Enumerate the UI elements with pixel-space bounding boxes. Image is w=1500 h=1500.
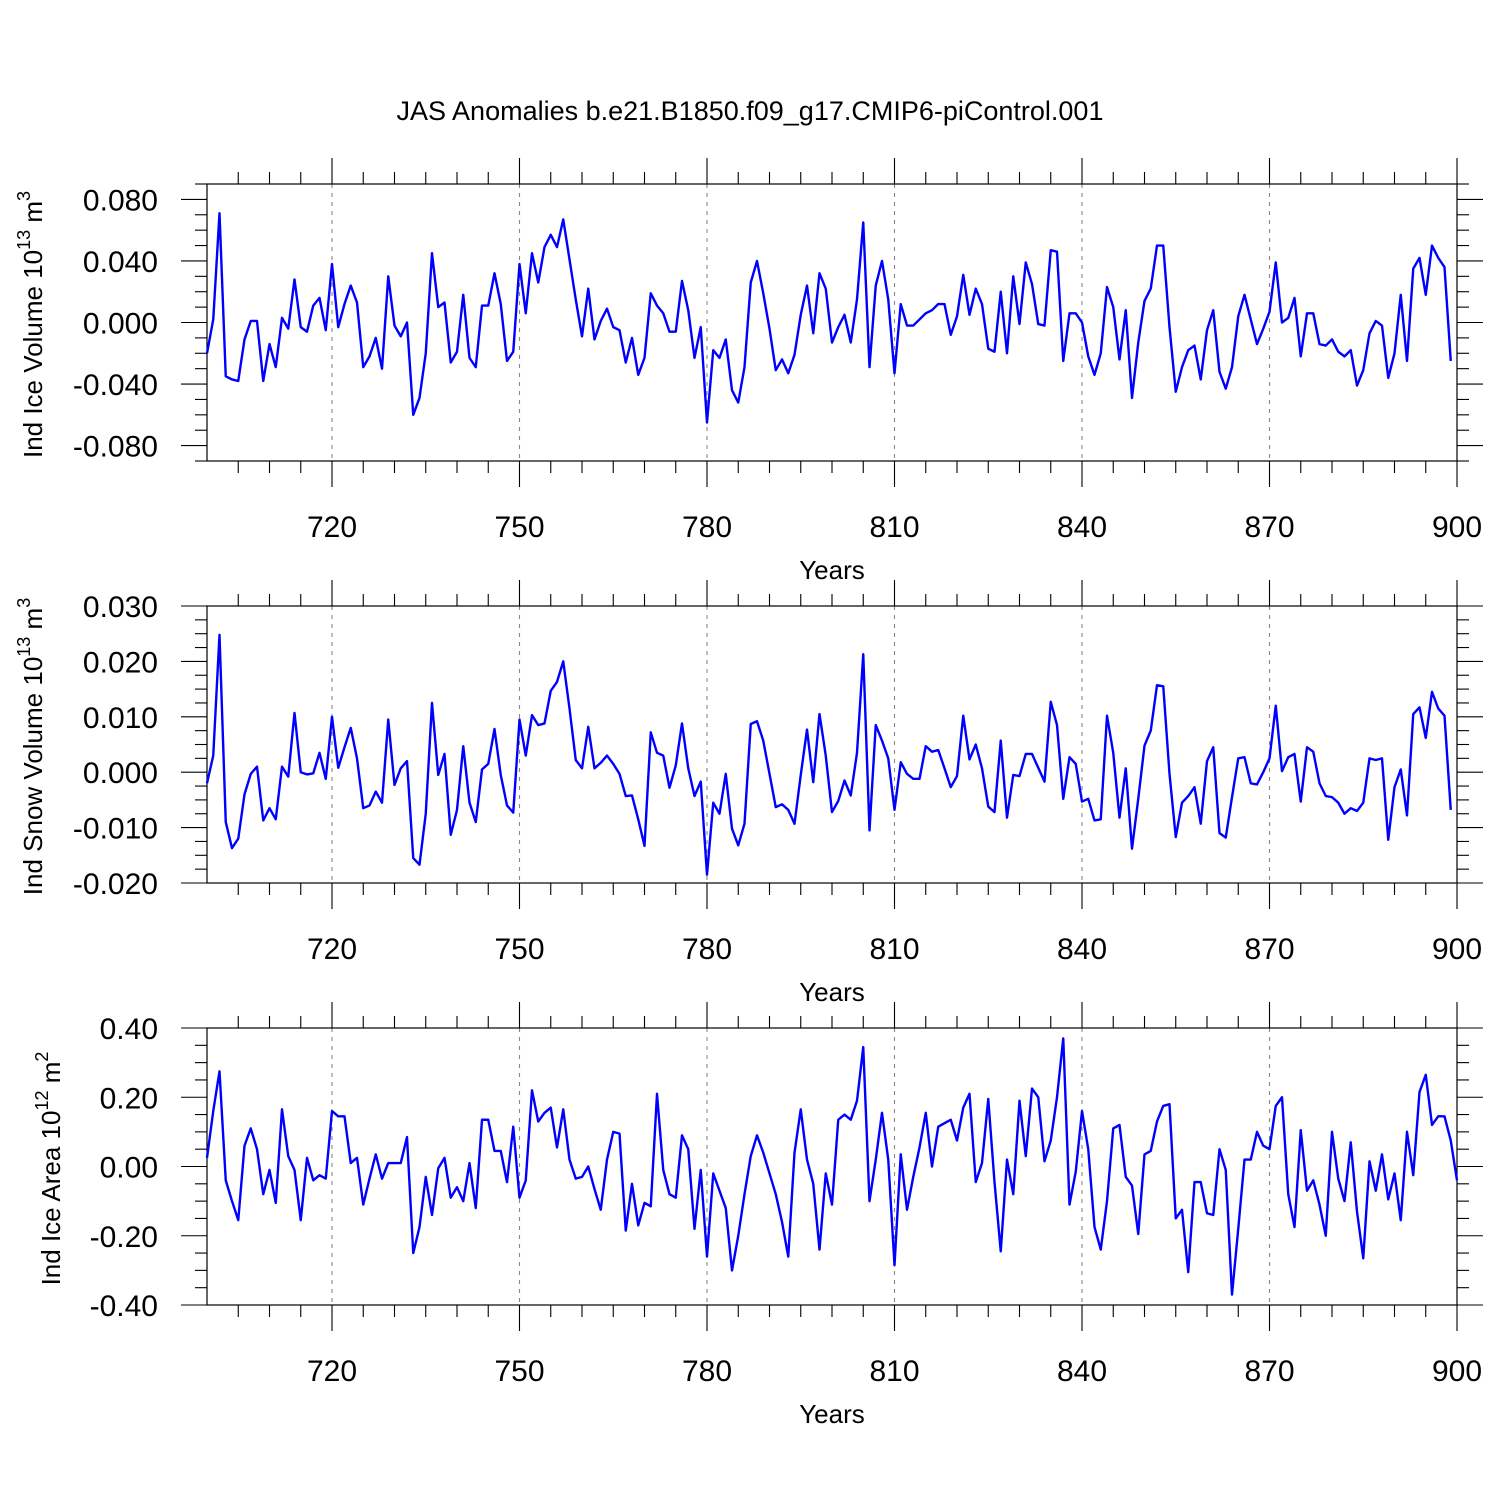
ice-area-y-label-unit: m	[36, 1062, 66, 1091]
snow-volume-y-tick-label: 0.030	[83, 591, 158, 624]
ice-volume-panel: 720 750 780 810 840 870 900 Years -0.080 -0.040 0.…	[14, 158, 1483, 585]
snow-volume-y-tick-label: -0.020	[73, 868, 158, 901]
snow-volume-y-label-exponent: 13	[14, 637, 34, 657]
snow-volume-x-tick-label: 720	[307, 933, 357, 966]
ice-area-y-tick-label: -0.20	[90, 1221, 158, 1254]
ice-area-x-tick-label: 780	[682, 1355, 732, 1388]
ice-area-series-line	[205, 1037, 1459, 1296]
ice-area-y-label-main: Ind Ice Area 10	[36, 1111, 66, 1286]
ice-area-x-tick-label: 870	[1244, 1355, 1294, 1388]
ice-area-y-label-unit-exponent: 2	[32, 1052, 52, 1062]
snow-volume-y-axis-label: Ind Snow Volume 1013 m3	[14, 598, 48, 895]
ice-volume-y-label-exponent: 13	[14, 230, 34, 250]
snow-volume-x-tick-label: 840	[1057, 933, 1107, 966]
ice-volume-y-tick-label: 0.040	[83, 246, 158, 279]
snow-volume-panel: 720 750 780 810 840 870 900 Years -0.020 -0.010 0.…	[14, 580, 1483, 1007]
ice-volume-x-tick-label: 900	[1432, 511, 1482, 544]
ice-area-x-tick-label: 750	[494, 1355, 544, 1388]
snow-volume-y-label-unit-exponent: 3	[14, 598, 34, 608]
snow-volume-y-tick-label: -0.010	[73, 813, 158, 846]
snow-volume-x-axis-label: Years	[799, 977, 865, 1007]
ice-area-y-tick-label: -0.40	[90, 1290, 158, 1323]
snow-volume-y-label-main: Ind Snow Volume 10	[18, 657, 48, 896]
ice-area-y-label-exponent: 12	[32, 1090, 52, 1110]
ice-volume-x-tick-label: 810	[869, 511, 919, 544]
snow-volume-y-tick-label: 0.000	[83, 757, 158, 790]
snow-volume-x-tick-label: 780	[682, 933, 732, 966]
snow-volume-series-line	[205, 633, 1452, 876]
ice-volume-x-tick-label: 870	[1244, 511, 1294, 544]
ice-area-y-tick-label: 0.00	[100, 1152, 158, 1185]
snow-volume-x-tick-label: 870	[1244, 933, 1294, 966]
snow-volume-y-tick-label: 0.010	[83, 702, 158, 735]
ice-volume-x-tick-label: 720	[307, 511, 357, 544]
ice-volume-y-label-main: Ind Ice Volume 10	[18, 250, 48, 458]
snow-volume-y-tick-label: 0.020	[83, 646, 158, 679]
ice-volume-y-tick-label: -0.080	[73, 431, 158, 464]
ice-volume-x-tick-label: 750	[494, 511, 544, 544]
ice-area-x-tick-label: 900	[1432, 1355, 1482, 1388]
snow-volume-x-tick-label: 900	[1432, 933, 1482, 966]
ice-area-y-tick-label: 0.40	[100, 1013, 158, 1046]
ice-area-x-tick-label: 810	[869, 1355, 919, 1388]
snow-volume-y-label-unit: m	[18, 608, 48, 637]
ice-volume-y-tick-label: 0.000	[83, 308, 158, 341]
ice-area-x-tick-label: 720	[307, 1355, 357, 1388]
ice-volume-y-label-unit: m	[18, 201, 48, 230]
snow-volume-x-tick-label: 810	[869, 933, 919, 966]
ice-volume-x-axis-label: Years	[799, 555, 865, 585]
chart-title: JAS Anomalies b.e21.B1850.f09_g17.CMIP6-…	[397, 96, 1104, 126]
ice-volume-y-label-unit-exponent: 3	[14, 191, 34, 201]
ice-volume-x-tick-label: 840	[1057, 511, 1107, 544]
ice-area-y-axis-label: Ind Ice Area 1012 m2	[32, 1052, 66, 1286]
ice-volume-y-tick-label: -0.040	[73, 369, 158, 402]
snow-volume-x-tick-label: 750	[494, 933, 544, 966]
ice-volume-y-axis-label: Ind Ice Volume 1013 m3	[14, 191, 48, 458]
ice-volume-x-tick-label: 780	[682, 511, 732, 544]
ice-area-x-axis-label: Years	[799, 1399, 865, 1429]
ice-volume-y-tick-label: 0.080	[83, 184, 158, 217]
ice-area-panel: 720 750 780 810 840 870 900 Years -0.40 -0.20 0.00…	[32, 1002, 1483, 1429]
ice-area-y-tick-label: 0.20	[100, 1082, 158, 1115]
ice-volume-series-line	[205, 212, 1452, 424]
ice-area-x-tick-label: 840	[1057, 1355, 1107, 1388]
